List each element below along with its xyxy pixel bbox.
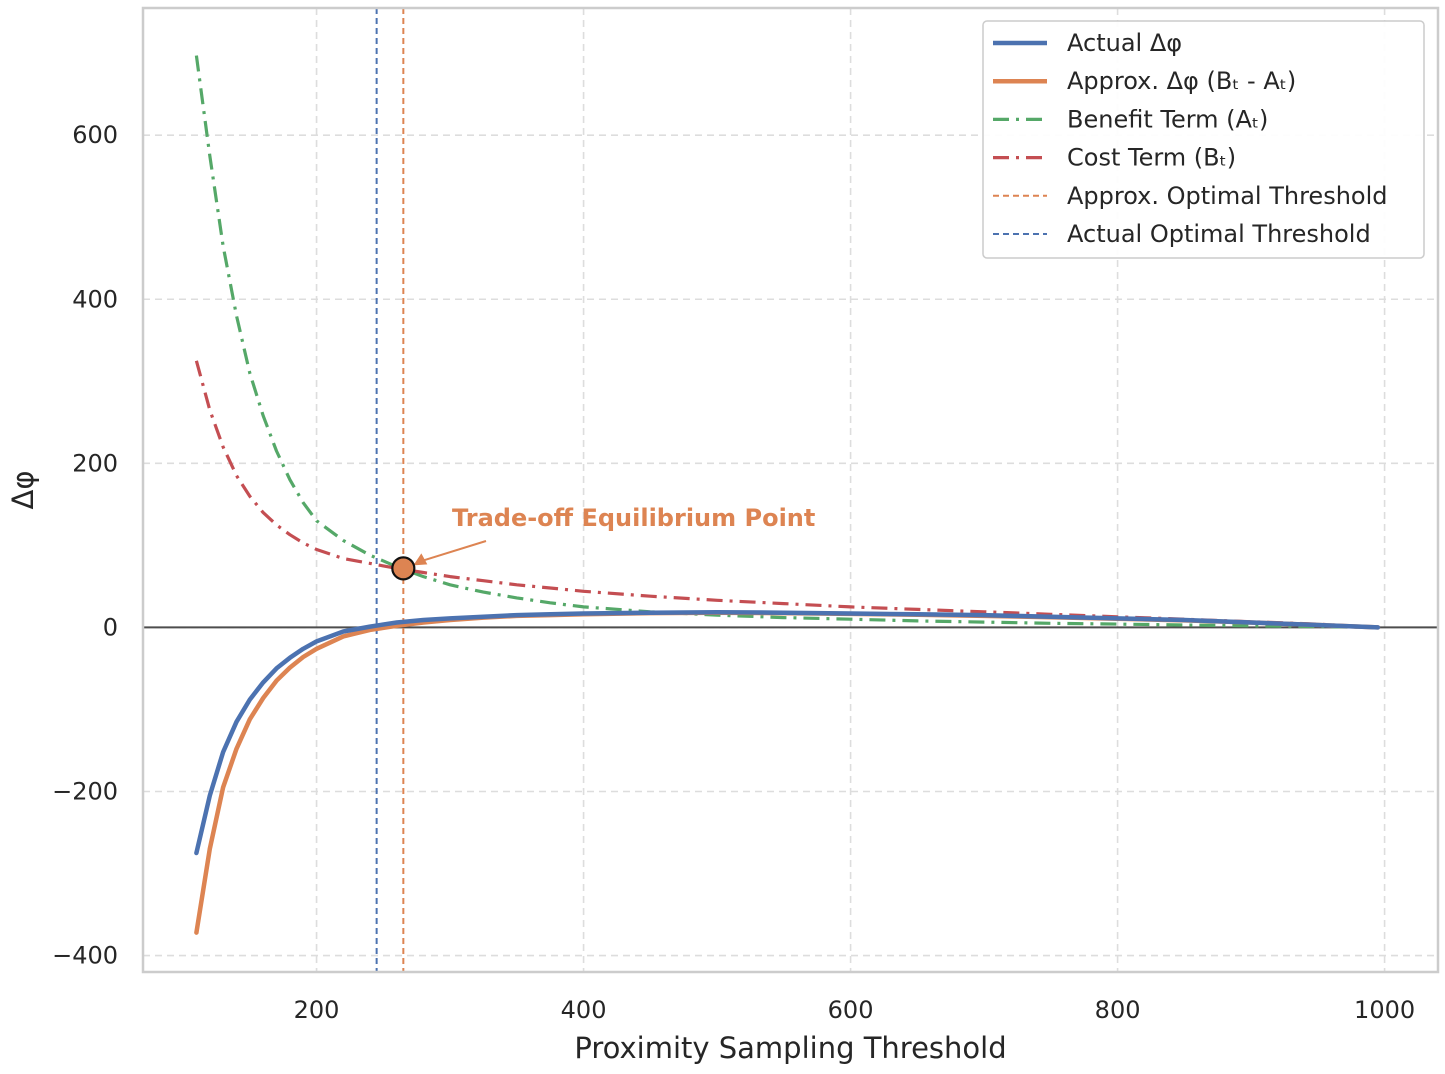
y-tick-label: 600 xyxy=(72,121,118,149)
annotation-label: Trade-off Equilibrium Point xyxy=(452,504,815,532)
series-line xyxy=(194,609,1381,856)
annotation-arrow xyxy=(417,540,487,564)
legend: Actual Δφ Approx. Δφ (Bₜ - Aₜ) Benefit Ter… xyxy=(982,20,1425,259)
series-line xyxy=(194,610,1381,935)
tick-labels: 200 400 600 800 1000 −400 −200 0 200 400 600 xyxy=(52,121,1415,1024)
series-lines xyxy=(194,55,1381,935)
x-axis-label: Proximity Sampling Threshold xyxy=(574,1031,1006,1065)
y-tick-label: 400 xyxy=(72,285,118,313)
legend-label: Approx. Optimal Threshold xyxy=(1067,182,1388,210)
legend-label: Benefit Term (Aₜ) xyxy=(1067,105,1268,133)
plot-frame xyxy=(141,6,1440,974)
legend-label: Actual Optimal Threshold xyxy=(1067,220,1371,248)
y-tick-label: −400 xyxy=(52,942,118,970)
annotation: Trade-off Equilibrium Point xyxy=(391,504,815,581)
equilibrium-marker xyxy=(391,556,416,581)
x-tick-label: 800 xyxy=(1095,996,1141,1024)
series-line xyxy=(194,360,1378,629)
legend-box xyxy=(982,20,1425,259)
x-tick-label: 600 xyxy=(828,996,874,1024)
annotation-arrowhead xyxy=(413,553,428,566)
y-axis-label: Δφ xyxy=(6,471,40,510)
y-tick-label: −200 xyxy=(52,778,118,806)
x-tick-label: 200 xyxy=(294,996,340,1024)
x-tick-label: 1000 xyxy=(1354,996,1415,1024)
legend-label: Approx. Δφ (Bₜ - Aₜ) xyxy=(1067,67,1296,95)
x-tick-label: 400 xyxy=(561,996,607,1024)
legend-label: Cost Term (Bₜ) xyxy=(1067,144,1236,172)
y-tick-label: 0 xyxy=(103,613,118,641)
legend-label: Actual Δφ xyxy=(1067,29,1182,57)
y-tick-label: 200 xyxy=(72,449,118,477)
series-line xyxy=(194,55,1378,629)
